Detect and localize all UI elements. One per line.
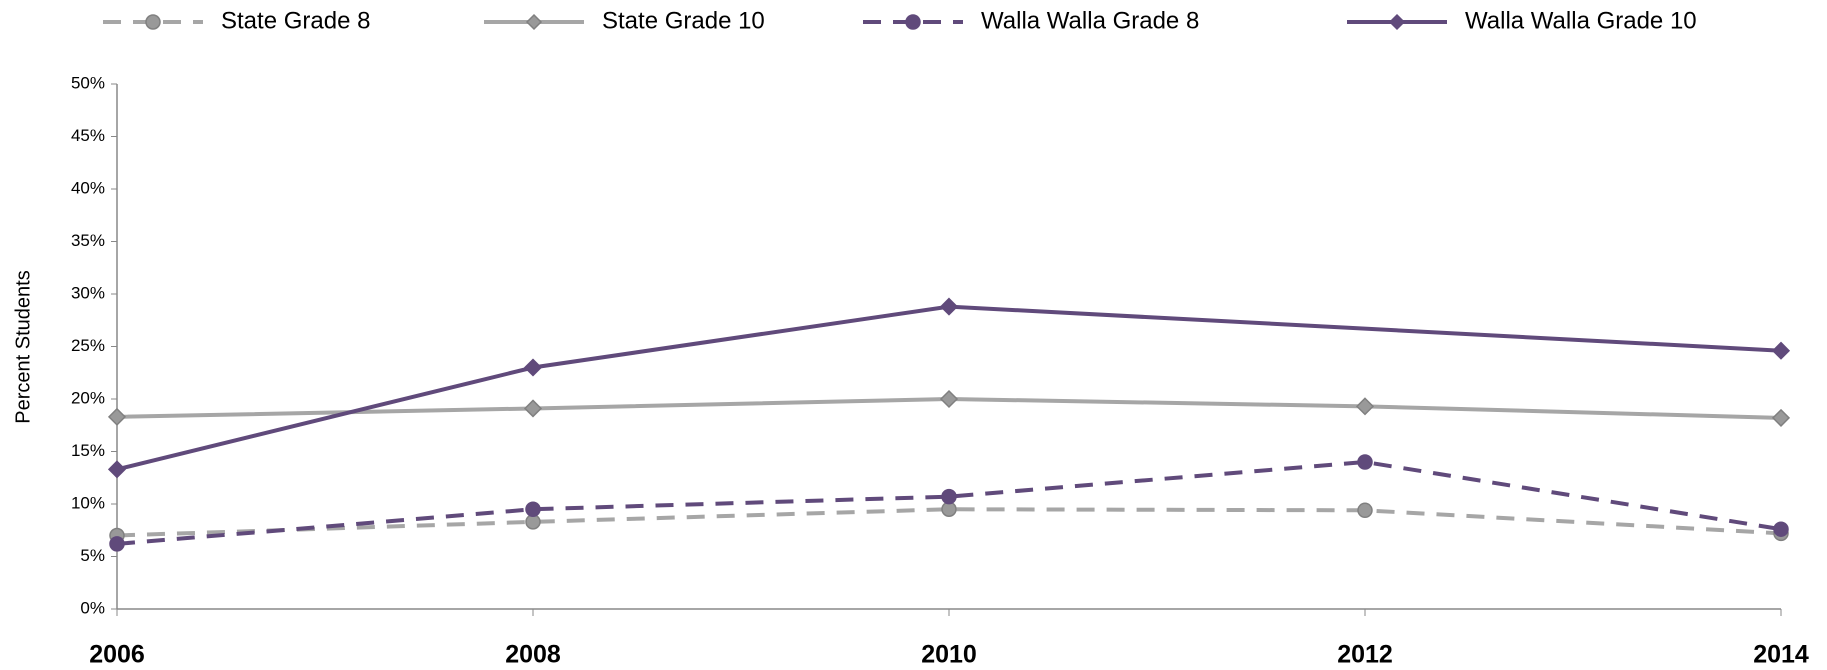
marker [939, 389, 959, 409]
legend-label: State Grade 10 [602, 7, 765, 34]
marker [523, 358, 543, 377]
marker [1771, 341, 1791, 360]
x-tick-label: 2008 [505, 641, 561, 669]
marker [109, 536, 125, 552]
marker [939, 297, 959, 316]
y-tick-label: 40% [71, 178, 105, 197]
marker [107, 407, 127, 426]
y-tick-label: 45% [71, 126, 105, 145]
y-tick-label: 30% [71, 283, 105, 302]
y-tick-label: 20% [71, 388, 105, 407]
marker [1357, 454, 1373, 470]
marker [107, 460, 127, 479]
marker [941, 488, 957, 505]
x-tick-label: 2012 [1337, 641, 1393, 669]
series-line [116, 459, 1782, 546]
x-tick-label: 2014 [1753, 641, 1809, 669]
x-tick-label: 2006 [89, 641, 145, 669]
series-line [116, 507, 1782, 538]
marker [1388, 13, 1406, 31]
y-tick-label: 35% [71, 231, 105, 250]
marker [1355, 397, 1375, 416]
marker [523, 399, 543, 418]
marker [1773, 521, 1789, 537]
marker [525, 13, 543, 31]
legend-label: State Grade 8 [221, 7, 370, 34]
y-tick-label: 50% [71, 73, 105, 92]
legend-label: Walla Walla Grade 8 [981, 7, 1199, 34]
y-axis-label: Percent Students [12, 270, 34, 423]
y-tick-label: 0% [80, 598, 105, 617]
marker [145, 14, 161, 30]
marker [905, 14, 921, 30]
y-tick-label: 10% [71, 493, 105, 512]
marker [525, 501, 541, 517]
y-tick-label: 15% [71, 441, 105, 460]
y-tick-label: 5% [80, 546, 105, 565]
series-line [116, 304, 1782, 472]
marker [1357, 502, 1373, 519]
marker [1771, 408, 1791, 427]
y-tick-label: 25% [71, 336, 105, 355]
x-tick-label: 2010 [921, 641, 977, 669]
legend-label: Walla Walla Grade 10 [1465, 7, 1697, 34]
